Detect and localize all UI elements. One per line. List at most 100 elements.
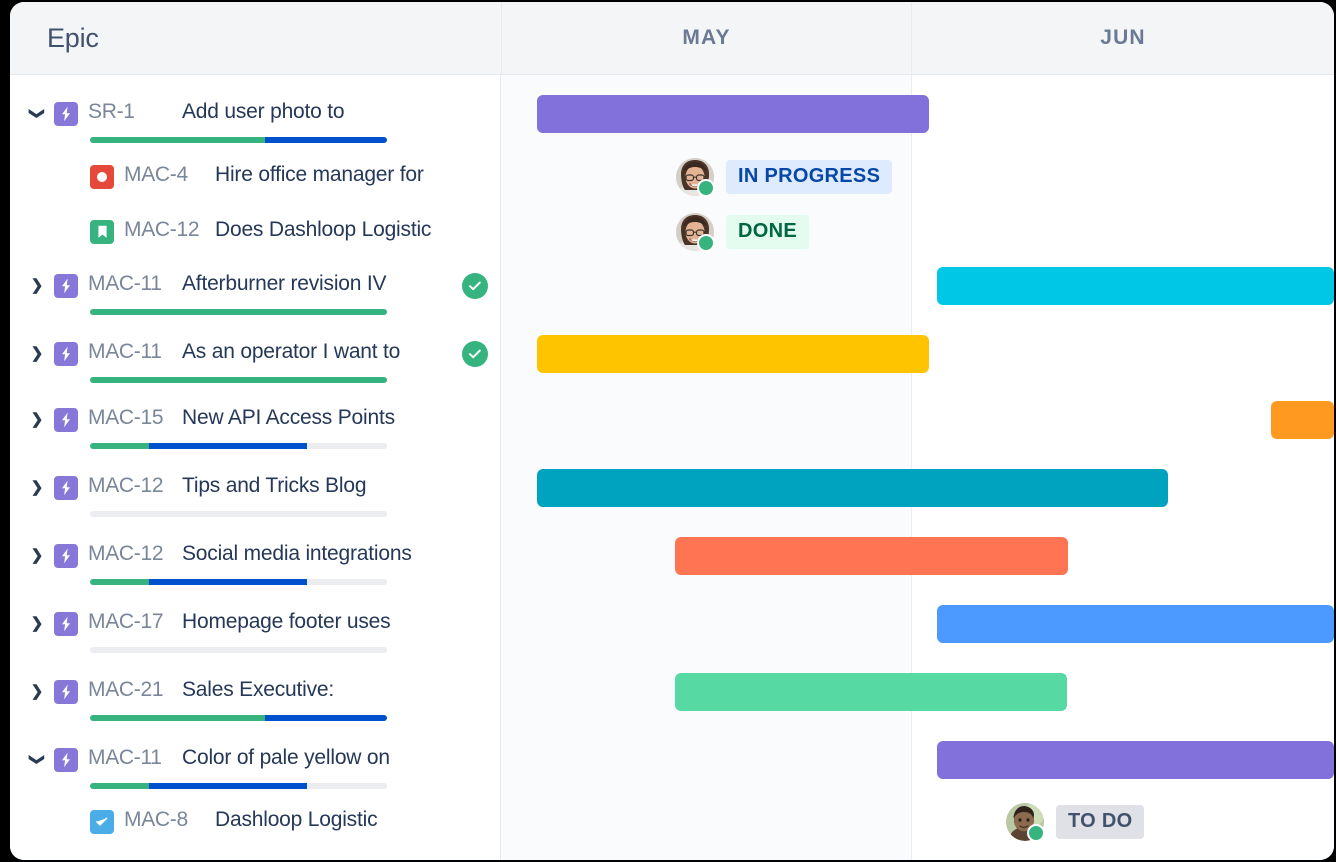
issue-summary[interactable]: Hire office manager for: [215, 163, 424, 186]
timeline-bar[interactable]: [937, 267, 1334, 305]
timeline-bar[interactable]: [937, 741, 1334, 779]
timeline-bar[interactable]: [937, 605, 1334, 643]
epic-row[interactable]: ❯ MAC-11 Afterburner revision IV: [10, 269, 501, 303]
timeline-bar[interactable]: [675, 537, 1068, 575]
timeline-body: ❯ SR-1 Add user photo to MAC-4 Hire office m…: [10, 75, 1334, 860]
timeline-bar[interactable]: [537, 335, 929, 373]
epic-row[interactable]: ❯ MAC-12 Social media integrations: [10, 539, 501, 573]
status-badge[interactable]: DONE: [726, 215, 809, 249]
issue-summary[interactable]: Homepage footer uses: [182, 610, 391, 633]
progress-segment: [149, 579, 307, 585]
epic-progress-bar: [90, 647, 387, 653]
column-header-jun: JUN: [911, 2, 1334, 74]
epic-row[interactable]: MAC-8 Dashloop Logistic: [10, 805, 501, 839]
status-badge[interactable]: TO DO: [1056, 805, 1145, 839]
chevron-down-icon[interactable]: ❯: [28, 753, 46, 766]
epic-row[interactable]: ❯ MAC-17 Homepage footer uses: [10, 607, 501, 641]
epic-icon: [54, 612, 78, 636]
chevron-right-icon[interactable]: ❯: [30, 411, 44, 428]
presence-indicator: [1027, 824, 1045, 842]
epic-icon: [54, 408, 78, 432]
issue-key[interactable]: MAC-12: [124, 218, 200, 241]
epic-row[interactable]: ❯ MAC-11 Color of pale yellow on: [10, 743, 501, 777]
issue-key[interactable]: MAC-12: [88, 474, 164, 497]
chevron-right-icon[interactable]: ❯: [30, 345, 44, 362]
timeline-header: Epic MAY JUN: [10, 2, 1334, 75]
presence-indicator: [697, 179, 715, 197]
chevron-right-icon[interactable]: ❯: [30, 683, 44, 700]
progress-segment: [90, 137, 266, 143]
epic-progress-bar: [90, 137, 387, 143]
epic-progress-bar: [90, 715, 387, 721]
chevron-right-icon[interactable]: ❯: [30, 277, 44, 294]
issue-summary[interactable]: Does Dashloop Logistic: [215, 218, 432, 241]
presence-indicator: [697, 234, 715, 252]
issue-key[interactable]: MAC-15: [88, 406, 164, 429]
epic-row[interactable]: ❯ MAC-15 New API Access Points: [10, 403, 501, 437]
epic-list-pane: ❯ SR-1 Add user photo to MAC-4 Hire office m…: [10, 75, 501, 860]
chevron-right-icon[interactable]: ❯: [30, 547, 44, 564]
chevron-down-icon[interactable]: ❯: [28, 107, 46, 120]
epic-row[interactable]: MAC-4 Hire office manager for: [10, 160, 501, 194]
issue-key[interactable]: MAC-8: [124, 808, 188, 831]
progress-segment: [90, 579, 150, 585]
month-divider: [911, 75, 912, 860]
progress-segment: [265, 137, 387, 143]
progress-segment: [90, 715, 266, 721]
issue-summary[interactable]: Social media integrations: [182, 542, 412, 565]
issue-key[interactable]: MAC-11: [88, 272, 162, 295]
issue-summary[interactable]: Dashloop Logistic: [215, 808, 378, 831]
progress-segment: [265, 715, 387, 721]
issue-summary[interactable]: Add user photo to: [182, 100, 345, 123]
issue-key[interactable]: MAC-11: [88, 340, 162, 363]
epic-icon: [54, 544, 78, 568]
progress-segment: [90, 783, 150, 789]
issue-key[interactable]: MAC-11: [88, 746, 162, 769]
epic-icon: [54, 342, 78, 366]
epic-progress-bar: [90, 309, 387, 315]
epic-icon: [54, 680, 78, 704]
column-header-epic: Epic: [47, 22, 99, 53]
gantt-timeline-card: Epic MAY JUN ❯ SR-1 Add user photo to MAC-4…: [10, 2, 1334, 860]
issue-summary[interactable]: New API Access Points: [182, 406, 395, 429]
epic-row[interactable]: ❯ MAC-21 Sales Executive:: [10, 675, 501, 709]
epic-icon: [54, 274, 78, 298]
done-check-icon: [462, 273, 488, 299]
epic-row[interactable]: MAC-12 Does Dashloop Logistic: [10, 215, 501, 249]
issue-key[interactable]: MAC-17: [88, 610, 164, 633]
issue-summary[interactable]: Sales Executive:: [182, 678, 335, 701]
issue-key[interactable]: MAC-12: [88, 542, 164, 565]
may-column-background: [501, 75, 911, 860]
issue-summary[interactable]: Tips and Tricks Blog: [182, 474, 367, 497]
timeline-bar[interactable]: [1271, 401, 1334, 439]
issue-key[interactable]: MAC-4: [124, 163, 188, 186]
progress-segment: [90, 309, 387, 315]
chevron-right-icon[interactable]: ❯: [30, 479, 44, 496]
epic-icon: [54, 748, 78, 772]
epic-icon: [54, 102, 78, 126]
avatar[interactable]: [676, 158, 715, 197]
task-icon: [90, 810, 114, 834]
epic-icon: [54, 476, 78, 500]
timeline-bar[interactable]: [537, 469, 1168, 507]
issue-summary[interactable]: Afterburner revision IV: [182, 272, 387, 295]
chevron-right-icon[interactable]: ❯: [30, 615, 44, 632]
avatar[interactable]: [1006, 803, 1045, 842]
avatar[interactable]: [676, 213, 715, 252]
epic-row[interactable]: ❯ MAC-12 Tips and Tricks Blog: [10, 471, 501, 505]
issue-key[interactable]: MAC-21: [88, 678, 164, 701]
epic-progress-bar: [90, 511, 387, 517]
status-badge[interactable]: IN PROGRESS: [726, 160, 893, 194]
issue-summary[interactable]: As an operator I want to: [182, 340, 401, 363]
column-header-may: MAY: [501, 2, 911, 74]
issue-summary[interactable]: Color of pale yellow on: [182, 746, 390, 769]
epic-progress-bar: [90, 783, 387, 789]
progress-segment: [90, 377, 387, 383]
status-row: DONE: [676, 213, 809, 252]
timeline-bar[interactable]: [675, 673, 1067, 711]
issue-key[interactable]: SR-1: [88, 100, 135, 123]
epic-row[interactable]: ❯ MAC-11 As an operator I want to: [10, 337, 501, 371]
timeline-bar[interactable]: [537, 95, 929, 133]
epic-row[interactable]: ❯ SR-1 Add user photo to: [10, 97, 501, 131]
progress-segment: [149, 443, 307, 449]
